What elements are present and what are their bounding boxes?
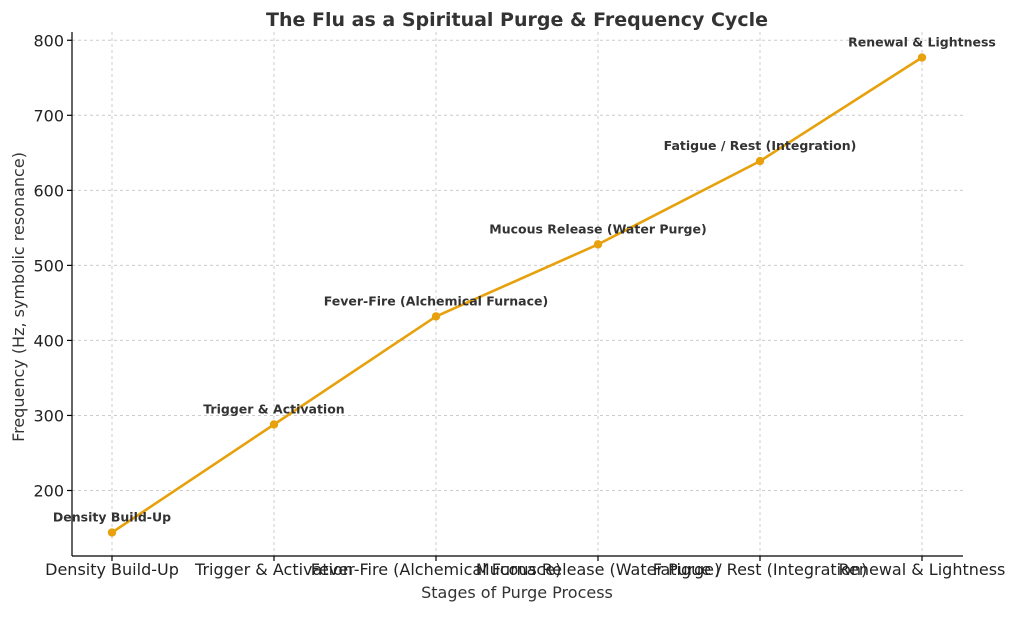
data-point-label: Fever-Fire (Alchemical Furnace)	[324, 293, 548, 308]
chart-title: The Flu as a Spiritual Purge & Frequency…	[266, 9, 768, 31]
y-tick-label: 700	[33, 106, 64, 125]
data-point-label: Trigger & Activation	[203, 401, 344, 416]
y-tick-label: 600	[33, 181, 64, 200]
x-tick-label: Renewal & Lightness	[839, 560, 1006, 579]
y-tick-label: 500	[33, 256, 64, 275]
data-point-label: Density Build-Up	[53, 510, 171, 525]
ticks: 200 300 400 500 600 700 800 Density Build-Up Tri…	[33, 31, 1005, 579]
x-tick-label: Trigger & Activation	[194, 560, 353, 579]
point-labels: Density Build-Up Trigger & Activation Feve…	[53, 35, 996, 525]
y-axis-label: Frequency (Hz, symbolic resonance)	[9, 152, 28, 442]
data-point-marker	[269, 420, 279, 429]
data-point-label: Mucous Release (Water Purge)	[489, 221, 706, 236]
x-tick-label: Mucous Release (Water Purge)	[476, 560, 720, 579]
y-tick-label: 800	[33, 31, 64, 50]
data-point-marker	[755, 156, 765, 166]
data-point-marker	[107, 528, 117, 537]
series-line	[111, 56, 923, 534]
axes	[71, 32, 963, 557]
data-point-marker	[431, 312, 441, 321]
grid	[72, 32, 963, 556]
y-tick-label: 400	[33, 331, 64, 350]
y-tick-label: 200	[33, 482, 64, 501]
data-point-label: Renewal & Lightness	[848, 35, 996, 50]
x-tick-label: Density Build-Up	[45, 560, 179, 579]
data-point-label: Fatigue / Rest (Integration)	[664, 138, 857, 153]
data-point-marker	[917, 53, 927, 62]
x-tick-label: Fever-Fire (Alchemical Furnace)	[311, 560, 562, 579]
x-tick-label: Fatigue / Rest (Integration)	[653, 560, 868, 579]
y-tick-label: 300	[33, 406, 64, 425]
series	[107, 53, 927, 537]
x-axis-label: Stages of Purge Process	[421, 583, 613, 602]
data-point-marker	[593, 240, 603, 249]
